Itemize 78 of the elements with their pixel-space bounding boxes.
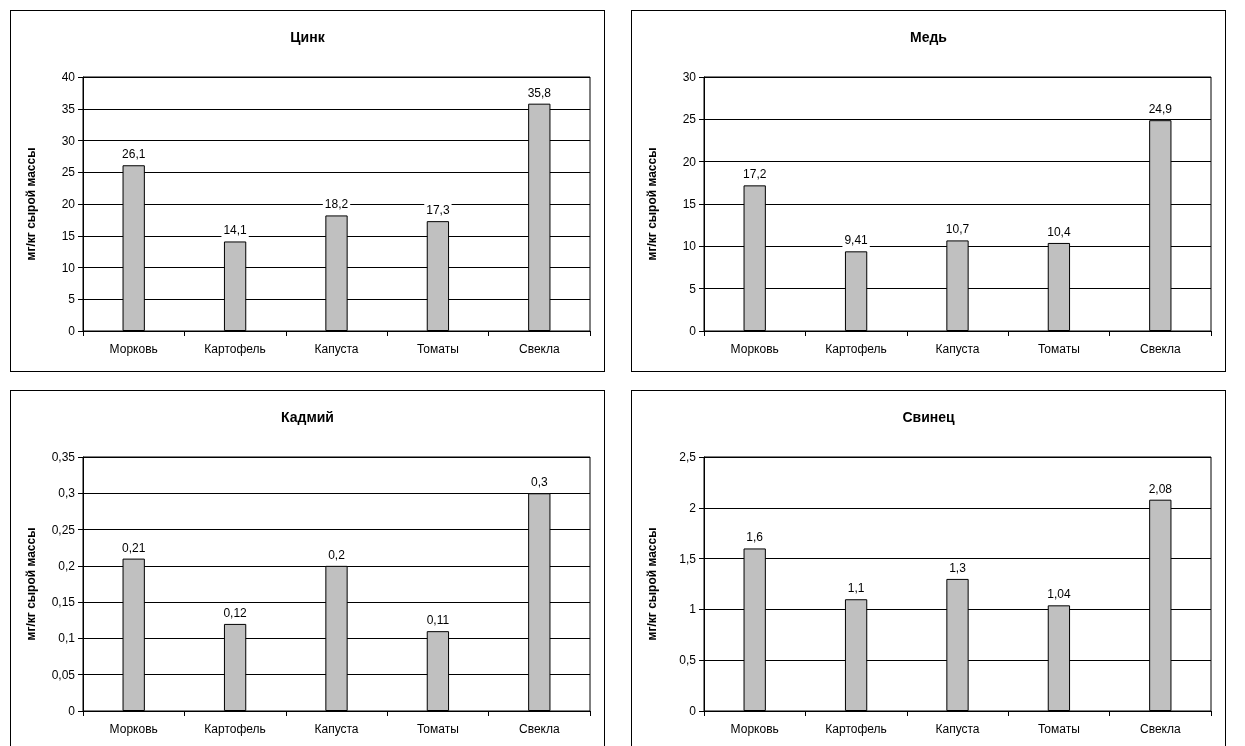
x-tick-label: Картофель [204, 342, 266, 356]
y-tick-label: 30 [61, 133, 76, 148]
x-tick-label: Капуста [935, 342, 980, 356]
y-tick-label: 0,15 [51, 595, 76, 610]
x-tick-label: Морковь [109, 722, 158, 736]
x-tick-label: Морковь [730, 722, 779, 736]
data-label: 18,2 [324, 197, 349, 212]
data-label: 26,1 [122, 147, 146, 162]
x-tick-label: Морковь [109, 342, 158, 356]
x-tick-label: Свекла [1139, 722, 1181, 736]
data-label: 14,1 [223, 223, 248, 238]
y-tick-label: 25 [61, 165, 76, 180]
y-axis-title: мг/кг сырой массы [645, 527, 659, 641]
data-label: 1,04 [1047, 587, 1071, 602]
x-tick-label: Томаты [416, 722, 459, 736]
y-tick-label: 0 [689, 324, 697, 338]
chart-title: Свинец [902, 409, 955, 425]
y-tick-label: 0,2 [58, 558, 76, 573]
x-tick-label: Картофель [825, 342, 887, 356]
data-label: 0,12 [223, 605, 248, 620]
data-label: 9,41 [844, 233, 869, 248]
x-tick-label: Свекла [518, 722, 560, 736]
x-tick-label: Томаты [416, 342, 459, 356]
y-tick-label: 10 [61, 260, 76, 275]
x-tick-label: Капуста [314, 342, 359, 356]
y-tick-label: 0,1 [58, 631, 76, 646]
x-tick-label: Картофель [204, 722, 266, 736]
y-tick-label: 1 [689, 602, 697, 617]
y-tick-label: 15 [682, 197, 697, 211]
y-axis-title: мг/кг сырой массы [24, 147, 38, 261]
y-axis-title: мг/кг сырой массы [645, 147, 659, 261]
x-tick-label: Томаты [1037, 342, 1080, 356]
y-tick-label: 0 [68, 704, 76, 718]
y-tick-label: 0 [68, 324, 76, 338]
y-tick-label: 15 [61, 228, 76, 243]
x-tick-label: Капуста [314, 722, 359, 736]
y-tick-label: 10 [682, 239, 697, 254]
y-tick-label: 0,35 [51, 450, 76, 464]
y-tick-label: 0,05 [51, 667, 76, 682]
data-label: 1,1 [847, 581, 865, 596]
x-tick-label: Картофель [825, 722, 887, 736]
data-label: 35,8 [527, 85, 552, 100]
y-tick-label: 0,25 [51, 522, 76, 537]
data-label: 1,3 [949, 560, 967, 575]
y-tick-label: 2 [689, 500, 697, 515]
y-tick-label: 0,3 [58, 486, 76, 501]
y-tick-label: 40 [61, 70, 76, 84]
y-tick-label: 5 [689, 281, 697, 296]
data-label: 1,6 [746, 530, 764, 545]
y-tick-label: 0 [689, 704, 697, 718]
x-tick-label: Свекла [518, 342, 560, 356]
y-tick-label: 30 [682, 70, 697, 84]
y-tick-label: 5 [68, 292, 76, 307]
y-tick-label: 25 [682, 112, 697, 127]
data-label: 17,2 [743, 167, 767, 182]
chart-title: Цинк [290, 29, 326, 45]
x-tick-label: Томаты [1037, 722, 1080, 736]
data-label: 2,08 [1148, 481, 1173, 496]
data-label: 10,7 [945, 222, 970, 237]
y-tick-label: 20 [61, 197, 76, 211]
x-tick-label: Свекла [1139, 342, 1181, 356]
data-label: 0,3 [530, 475, 548, 490]
data-label: 0,11 [426, 613, 450, 628]
x-tick-label: Капуста [935, 722, 980, 736]
data-label: 24,9 [1148, 102, 1173, 117]
chart-title: Медь [910, 29, 948, 45]
y-axis-title: мг/кг сырой массы [24, 527, 38, 641]
y-tick-label: 1,5 [679, 551, 697, 566]
y-tick-label: 2,5 [679, 450, 697, 464]
x-tick-label: Морковь [730, 342, 779, 356]
y-tick-label: 35 [61, 101, 76, 116]
data-label: 0,2 [328, 547, 346, 562]
chart-title: Кадмий [281, 409, 334, 425]
data-label: 10,4 [1047, 224, 1071, 239]
y-tick-label: 20 [682, 154, 697, 169]
data-label: 17,3 [426, 203, 450, 218]
y-tick-label: 0,5 [679, 653, 697, 668]
data-label: 0,21 [122, 540, 146, 555]
